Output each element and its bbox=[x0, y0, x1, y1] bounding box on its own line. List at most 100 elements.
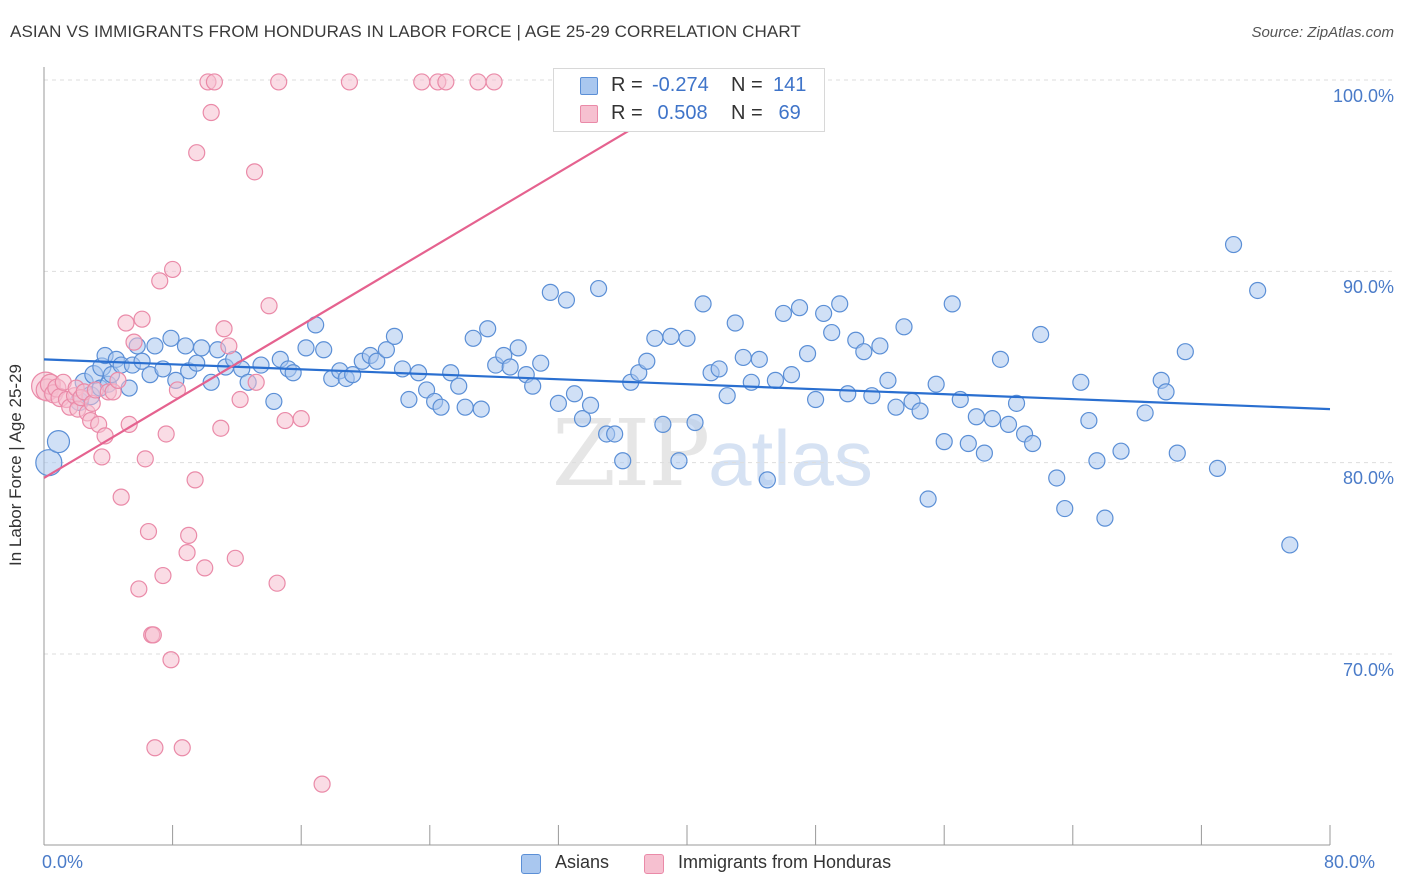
n-label: N = bbox=[731, 74, 763, 96]
honduras-point bbox=[205, 73, 223, 91]
asian-point bbox=[1168, 444, 1186, 462]
asian-point bbox=[1224, 235, 1243, 254]
asian-point bbox=[377, 341, 395, 359]
asian-point bbox=[855, 343, 873, 361]
asian-point bbox=[192, 339, 211, 357]
chart-title: ASIAN VS IMMIGRANTS FROM HONDURAS IN LAB… bbox=[10, 22, 801, 41]
asian-point bbox=[911, 402, 929, 420]
asian-point bbox=[1032, 325, 1050, 344]
honduras-point bbox=[247, 373, 265, 391]
asian-point bbox=[895, 318, 913, 336]
asian-point bbox=[133, 352, 151, 370]
asian-point bbox=[1208, 459, 1227, 478]
watermark: ZIPatlas bbox=[552, 400, 873, 507]
honduras-point bbox=[125, 333, 143, 351]
honduras-point bbox=[139, 522, 158, 541]
series-honduras bbox=[31, 73, 503, 793]
honduras-point bbox=[270, 73, 288, 91]
r-value: -0.274 bbox=[652, 74, 709, 96]
asian-point bbox=[532, 354, 550, 372]
honduras-point bbox=[154, 566, 172, 585]
legend: Asians Immigrants from Honduras bbox=[0, 852, 1406, 878]
honduras-point bbox=[120, 415, 138, 433]
asian-point bbox=[806, 390, 825, 409]
honduras-point bbox=[313, 775, 331, 793]
asian-point bbox=[297, 339, 315, 357]
asian-point bbox=[935, 433, 953, 451]
asian-point bbox=[638, 352, 656, 370]
asian-point bbox=[541, 283, 559, 301]
honduras-point bbox=[164, 260, 182, 279]
asian-point bbox=[654, 415, 672, 433]
asian-point bbox=[678, 329, 696, 347]
asian-point bbox=[442, 364, 460, 382]
asian-point bbox=[726, 314, 744, 332]
asian-point bbox=[839, 385, 857, 403]
asian-point bbox=[694, 295, 712, 313]
asian-point bbox=[501, 358, 519, 376]
asian-point bbox=[176, 337, 195, 355]
asian-point bbox=[265, 392, 283, 411]
asian-point bbox=[581, 396, 600, 414]
asian-point bbox=[479, 320, 497, 338]
honduras-point bbox=[340, 73, 359, 91]
honduras-point bbox=[231, 390, 249, 409]
asian-point bbox=[573, 410, 592, 428]
asian-point bbox=[606, 425, 624, 443]
honduras-point bbox=[157, 425, 175, 443]
series-asians bbox=[35, 235, 1299, 554]
legend-label-asians: Asians bbox=[555, 852, 610, 872]
asian-point bbox=[162, 329, 180, 347]
asian-point bbox=[798, 345, 817, 363]
axes bbox=[43, 67, 1331, 846]
asian-point bbox=[927, 375, 945, 393]
asian-point bbox=[557, 291, 576, 309]
r-label: R = bbox=[611, 102, 643, 124]
honduras-point bbox=[93, 448, 111, 466]
trend-lines bbox=[43, 71, 1331, 479]
x-tick-start: 0.0% bbox=[42, 852, 84, 872]
asian-point bbox=[456, 398, 474, 416]
asian-point bbox=[472, 400, 490, 418]
asian-point bbox=[718, 387, 736, 405]
n-label: N = bbox=[731, 102, 763, 124]
asian-point bbox=[1136, 404, 1154, 422]
asian-point bbox=[1072, 373, 1090, 391]
honduras-point bbox=[196, 559, 214, 577]
honduras-point bbox=[162, 651, 180, 669]
asian-point bbox=[385, 327, 404, 345]
honduras-point bbox=[117, 314, 135, 332]
stats-box: R = -0.274 N = 141 R = 0.508 N = 69 bbox=[553, 68, 825, 132]
asian-point bbox=[1096, 509, 1114, 527]
honduras-trend-line bbox=[43, 71, 728, 479]
honduras-point bbox=[212, 419, 230, 437]
honduras-swatch bbox=[644, 854, 664, 874]
honduras-point bbox=[413, 73, 431, 91]
asian-point bbox=[549, 394, 568, 412]
honduras-point bbox=[133, 310, 151, 328]
honduras-point bbox=[220, 337, 238, 355]
honduras-point bbox=[245, 163, 264, 181]
honduras-point bbox=[173, 739, 191, 757]
asian-point bbox=[146, 337, 164, 355]
asian-point bbox=[1112, 442, 1130, 460]
asians-swatch bbox=[580, 77, 598, 95]
asian-point bbox=[524, 377, 542, 395]
asian-point bbox=[750, 350, 768, 368]
y-tick-100: 100.0% bbox=[1332, 86, 1394, 106]
asian-point bbox=[774, 304, 793, 323]
asian-point bbox=[1249, 281, 1267, 300]
asian-point bbox=[1007, 394, 1026, 412]
honduras-point bbox=[144, 626, 162, 644]
asian-point bbox=[879, 371, 897, 389]
honduras-point bbox=[469, 73, 487, 91]
asian-point bbox=[943, 295, 961, 313]
honduras-point bbox=[437, 73, 455, 91]
honduras-point bbox=[260, 297, 278, 315]
asian-point bbox=[368, 352, 386, 370]
honduras-point bbox=[180, 526, 198, 544]
asian-point bbox=[400, 390, 418, 409]
honduras-point bbox=[112, 488, 130, 506]
honduras-point bbox=[485, 73, 503, 91]
asian-point bbox=[46, 430, 71, 454]
